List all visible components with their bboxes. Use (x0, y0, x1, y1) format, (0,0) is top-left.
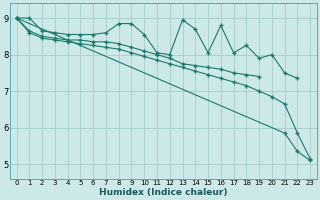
X-axis label: Humidex (Indice chaleur): Humidex (Indice chaleur) (99, 188, 228, 197)
